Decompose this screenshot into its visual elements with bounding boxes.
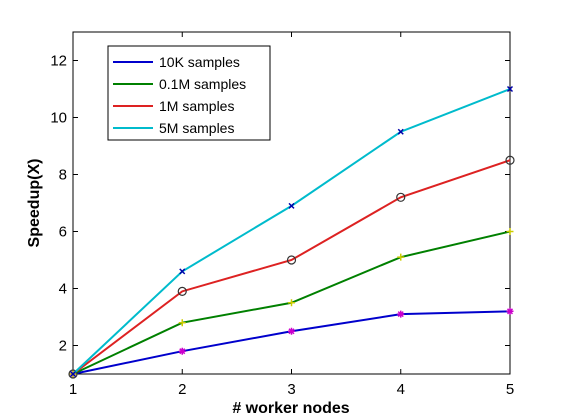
x-tick-label: 5 <box>506 381 514 398</box>
data-point-marker <box>396 192 406 202</box>
data-point-marker <box>179 268 186 275</box>
y-tick-label: 10 <box>50 110 67 127</box>
y-axis-label: Speedup(X) <box>26 159 43 248</box>
x-tick-label: 2 <box>178 381 186 398</box>
y-tick-label: 6 <box>59 224 67 241</box>
data-point-marker <box>288 202 295 209</box>
legend-label: 5M samples <box>159 120 234 136</box>
x-tick-label: 1 <box>69 381 77 398</box>
y-tick-label: 2 <box>59 338 67 355</box>
data-point-marker <box>506 85 514 93</box>
legend-label: 1M samples <box>159 98 234 114</box>
x-axis-label: # worker nodes <box>232 400 349 417</box>
legend: 10K samples 0.1M samples 1M samples 5M samp… <box>107 45 271 141</box>
series-line <box>72 159 511 375</box>
x-tick-label: 4 <box>397 381 405 398</box>
data-point-marker <box>177 286 187 296</box>
series-layer <box>68 85 515 379</box>
y-tick-label: 4 <box>59 281 67 298</box>
data-point-marker <box>178 319 186 327</box>
data-point-marker <box>68 369 78 379</box>
data-point-marker <box>397 310 405 318</box>
data-point-marker <box>506 228 514 235</box>
data-point-marker <box>178 347 186 355</box>
data-point-marker <box>397 128 404 135</box>
legend-label: 10K samples <box>159 54 240 70</box>
y-tick-label: 8 <box>59 167 67 184</box>
data-point-marker <box>69 370 77 378</box>
data-point-marker <box>397 253 405 261</box>
series-3 <box>69 85 514 378</box>
data-point-marker <box>506 307 514 315</box>
series-2 <box>68 155 515 379</box>
data-point-marker <box>286 255 297 265</box>
series-1 <box>69 228 514 378</box>
data-point-marker <box>505 155 515 165</box>
legend-label: 0.1M samples <box>159 76 246 92</box>
data-point-marker <box>288 299 295 307</box>
data-point-marker <box>288 327 295 335</box>
y-tick-label: 12 <box>50 53 67 70</box>
x-tick-label: 3 <box>287 381 295 398</box>
